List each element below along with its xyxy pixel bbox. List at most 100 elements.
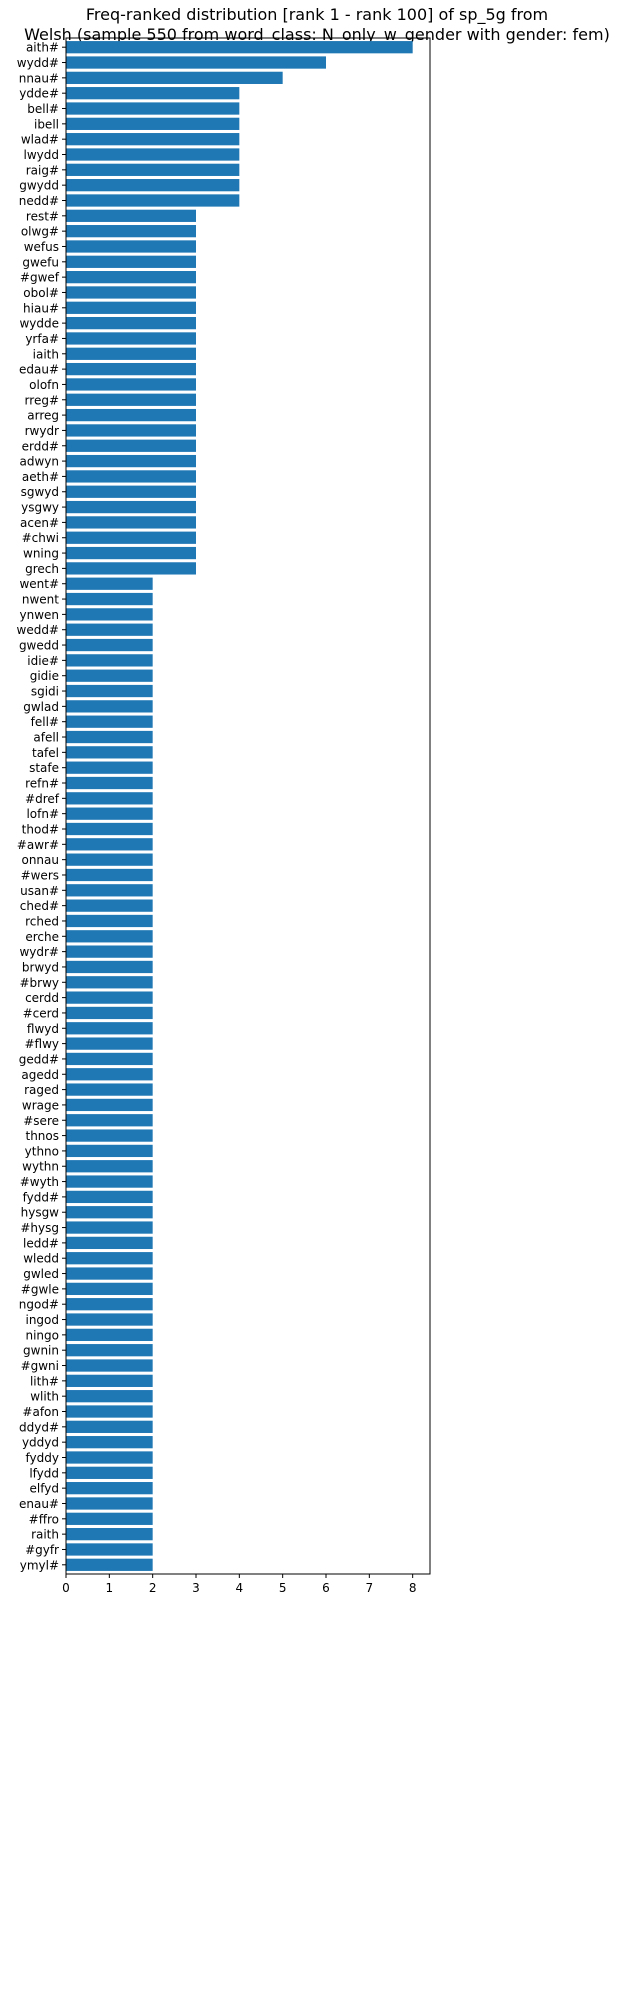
bar-refn# (66, 776, 153, 790)
bar-aith# (66, 41, 413, 54)
bar-rwydr (66, 424, 196, 437)
bar-erche (66, 930, 153, 943)
y-tick-label: wefus (24, 240, 59, 254)
bar-wlith (66, 1390, 153, 1403)
y-tick-label: nwent (22, 593, 59, 607)
y-tick-label: brwyd (22, 960, 59, 974)
bar-gwedd (66, 638, 153, 652)
bar-wydde (66, 316, 196, 330)
bar-elfyd (66, 1482, 153, 1495)
bar-#awr# (66, 838, 153, 851)
bar-tafel (66, 746, 153, 759)
y-tick-label: aeth# (22, 470, 59, 484)
y-tick-label: gwefu (22, 255, 59, 269)
bar-lfydd (66, 1466, 153, 1479)
y-tick-label: hiau# (23, 301, 59, 315)
y-tick-label: #chwi (22, 531, 59, 545)
bar-cerdd (66, 991, 153, 1004)
y-tick-label: ngod# (19, 1298, 59, 1312)
bar-ched# (66, 899, 153, 912)
y-tick-label: gwnin (23, 1344, 59, 1358)
bar-yddyd (66, 1436, 153, 1449)
y-tick-label: ledd# (23, 1236, 59, 1250)
bar-#gwef (66, 271, 196, 284)
bar-arreg (66, 408, 196, 422)
bar-#afon (66, 1405, 153, 1418)
bar-#dref (66, 792, 153, 805)
bar-acen# (66, 516, 196, 529)
bar-sgidi (66, 684, 153, 698)
y-tick-label: wydde (19, 317, 59, 331)
y-tick-label: #sere (23, 1114, 59, 1128)
y-tick-label: wedd# (17, 623, 60, 637)
y-tick-label: wydd# (17, 56, 59, 70)
bar-bell# (66, 102, 240, 115)
y-tick-label: yrfa# (25, 332, 59, 346)
bar-gwlad (66, 700, 153, 713)
y-tick-label: raith (31, 1528, 59, 1542)
y-tick-label: ningo (25, 1328, 59, 1342)
y-tick-label: #awr# (17, 838, 59, 852)
y-tick-label: #afon (22, 1405, 59, 1419)
y-tick-label: fydd# (23, 1190, 59, 1204)
y-tick-label: #gyfr (25, 1543, 59, 1557)
bar-gedd# (66, 1052, 153, 1066)
y-tick-label: erche (25, 930, 59, 944)
bar-olofn (66, 378, 196, 391)
y-tick-label: lith# (30, 1374, 59, 1388)
y-tick-label: usan# (20, 884, 59, 898)
bar-ynwen (66, 608, 153, 621)
y-tick-label: enau# (19, 1497, 59, 1511)
bar-yrfa# (66, 332, 196, 345)
y-tick-label: ynwen (19, 608, 59, 622)
y-tick-label: #wers (21, 868, 59, 882)
y-tick-label: gedd# (19, 1052, 59, 1066)
bar-olwg# (66, 225, 196, 238)
bar-#cerd (66, 1006, 153, 1020)
y-tick-label: #gwef (20, 271, 60, 285)
bar-ddyd# (66, 1420, 153, 1433)
y-tick-label: gwydd (19, 179, 59, 193)
y-tick-label: lwydd (24, 148, 59, 162)
y-tick-label: rest# (26, 209, 59, 223)
bar-lith# (66, 1374, 153, 1387)
bar-rched (66, 914, 153, 928)
y-tick-label: fell# (31, 715, 59, 729)
y-tick-label: #dref (25, 792, 60, 806)
y-tick-label: elfyd (30, 1482, 59, 1496)
y-tick-label: agedd (21, 1068, 59, 1082)
bar-enau# (66, 1497, 153, 1510)
plot-frame (65, 37, 431, 1575)
y-tick-label: grech (25, 562, 59, 576)
y-tick-label: cerdd (25, 991, 59, 1005)
y-tick-label: idie# (27, 654, 59, 668)
y-tick-label: olofn (29, 378, 59, 392)
y-tick-label: acen# (20, 516, 59, 530)
bar-gwled (66, 1267, 153, 1280)
chart-title-line-1: Freq-ranked distribution [rank 1 - rank … (85, 5, 549, 24)
y-tick-label: wydr# (19, 945, 59, 959)
y-tick-label: ibell (34, 117, 59, 131)
y-tick-label: olwg# (21, 225, 59, 239)
bar-hiau# (66, 301, 196, 314)
bar-went# (66, 577, 153, 590)
x-tick-label: 5 (279, 1581, 287, 1595)
bar-fyddy (66, 1451, 153, 1464)
bar-gwefu (66, 255, 196, 268)
bar-#gwle (66, 1282, 153, 1296)
bar-ledd# (66, 1236, 153, 1250)
y-tick-label: bell# (27, 102, 59, 116)
y-tick-label: wledd (23, 1252, 59, 1266)
bar-flwyd (66, 1022, 153, 1035)
y-tick-label: lofn# (26, 807, 59, 821)
bar-afell (66, 730, 153, 744)
bar-#flwy (66, 1037, 153, 1050)
bar-#chwi (66, 531, 196, 544)
chart-title-line-2: Welsh (sample 550 from word_class: N_onl… (24, 25, 610, 44)
y-tick-label: ymyl# (20, 1558, 59, 1572)
bar-#brwy (66, 976, 153, 989)
y-tick-label: ysgwy (21, 501, 59, 515)
bar-nwent (66, 592, 153, 606)
